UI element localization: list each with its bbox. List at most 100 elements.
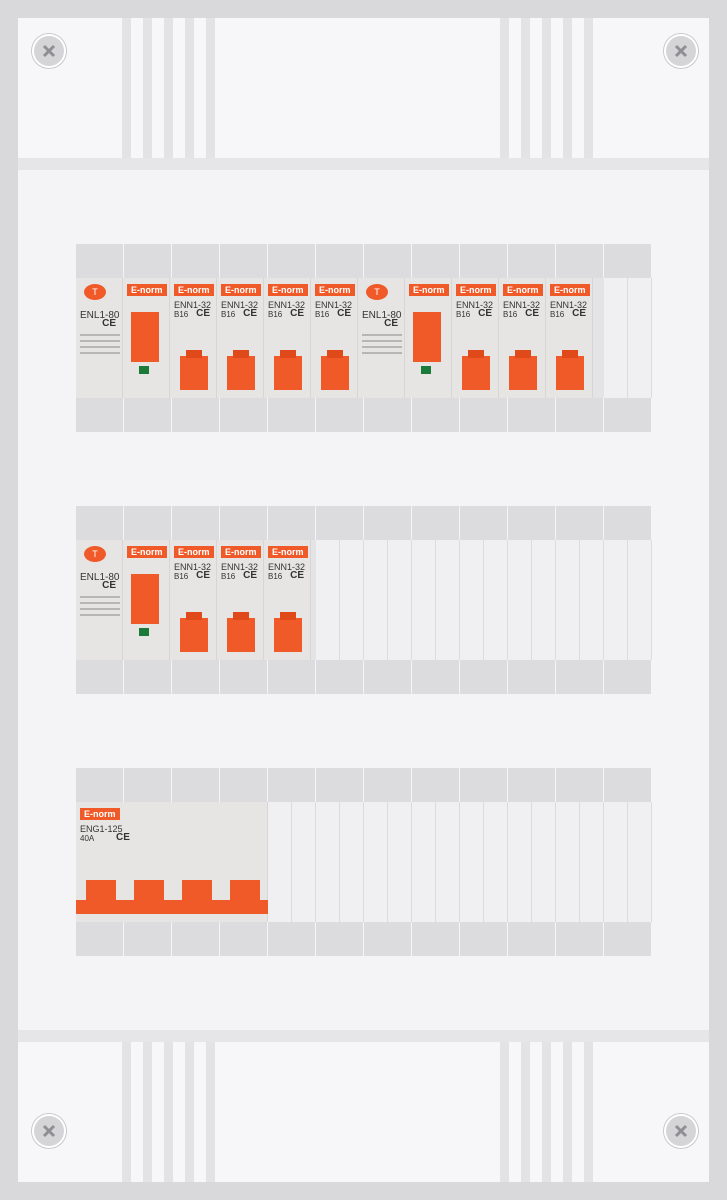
brand-label: E-norm (268, 546, 308, 558)
mcb-toggle[interactable] (227, 612, 255, 652)
mcb-toggle[interactable] (274, 350, 302, 390)
main-switch-toggle[interactable] (182, 880, 212, 904)
mcb-module[interactable]: E-norm ENN1-32 B16 CE (170, 540, 217, 660)
mcb-module[interactable]: E-norm ENN1-32 B16 CE (170, 278, 217, 398)
bottom-right-vent (500, 1042, 593, 1182)
rail-top (76, 768, 652, 802)
rcd-module[interactable]: T ENL1-80 CE (76, 278, 123, 398)
rcd-model: ENL1-80 (80, 310, 120, 321)
mcb-model: ENN1-32 (268, 562, 306, 572)
blank-covers (268, 802, 652, 922)
brand-label: E-norm (127, 546, 167, 558)
main-switch-bar[interactable] (76, 900, 268, 914)
main-switch[interactable]: E-norm ENG1-125 40A CE (76, 802, 268, 922)
ce-mark: CE (384, 318, 398, 329)
mcb-module[interactable]: E-norm ENN1-32 B16 CE (217, 278, 264, 398)
brand-label: E-norm (503, 284, 543, 296)
ce-mark: CE (196, 570, 210, 581)
mcb-toggle[interactable] (274, 612, 302, 652)
ce-mark: CE (102, 318, 116, 329)
mcb-model: ENN1-32 (315, 300, 353, 310)
ce-mark: CE (290, 570, 304, 581)
main-switch-toggle[interactable] (86, 880, 116, 904)
mcb-model: ENN1-32 (503, 300, 541, 310)
mcb-toggle[interactable] (462, 350, 490, 390)
top-strip (18, 18, 709, 170)
brand-label: E-norm (221, 546, 261, 558)
screw-icon (664, 34, 698, 68)
mcb-toggle[interactable] (509, 350, 537, 390)
ce-mark: CE (243, 570, 257, 581)
mcb-toggle[interactable] (180, 612, 208, 652)
ce-mark: CE (243, 308, 257, 319)
mcb-rating: B16 (221, 310, 236, 319)
brand-label: E-norm (315, 284, 355, 296)
rcd-logo: T (84, 284, 106, 300)
modules: E-norm ENG1-125 40A CE (76, 802, 268, 922)
mcb-toggle[interactable] (321, 350, 349, 390)
breaker-row-1: T ENL1-80 CE E-norm E-norm ENN1-32 B16 C… (76, 244, 652, 432)
mcb-module[interactable]: E-norm ENN1-32 B16 CE (452, 278, 499, 398)
rcd-module[interactable]: T ENL1-80 CE (76, 540, 123, 660)
mcb-model: ENN1-32 (456, 300, 494, 310)
main-switch-toggle[interactable] (134, 880, 164, 904)
rail-bottom (76, 922, 652, 956)
rcd-model: ENL1-80 (362, 310, 402, 321)
rcd-handle[interactable] (131, 574, 159, 636)
mcb-rating: B16 (268, 310, 283, 319)
main-switch-model: ENG1-125 (80, 824, 123, 834)
modules: T ENL1-80 CE E-norm E-norm ENN1-32 B16 C… (76, 278, 593, 398)
mcb-rating: B16 (174, 572, 189, 581)
rcd-handle[interactable] (413, 312, 441, 374)
brand-label: E-norm (221, 284, 261, 296)
rcd-switch[interactable]: E-norm (123, 278, 170, 398)
rcd-module[interactable]: T ENL1-80 CE (358, 278, 405, 398)
mcb-toggle[interactable] (180, 350, 208, 390)
mcb-toggle[interactable] (227, 350, 255, 390)
brand-label: E-norm (268, 284, 308, 296)
mcb-model: ENN1-32 (174, 300, 212, 310)
bottom-strip (18, 1030, 709, 1182)
ce-mark: CE (116, 832, 130, 843)
mcb-module[interactable]: E-norm ENN1-32 B16 CE (311, 278, 358, 398)
ce-mark: CE (290, 308, 304, 319)
rcd-switch[interactable]: E-norm (405, 278, 452, 398)
main-switch-toggle[interactable] (230, 880, 260, 904)
ce-mark: CE (102, 580, 116, 591)
rcd-logo: T (84, 546, 106, 562)
brand-label: E-norm (174, 284, 214, 296)
rcd-model: ENL1-80 (80, 572, 120, 583)
mcb-rating: B16 (456, 310, 471, 319)
rcd-handle[interactable] (131, 312, 159, 374)
main-switch-rating: 40A (80, 834, 95, 843)
mcb-module[interactable]: E-norm ENN1-32 B16 CE (264, 540, 311, 660)
rail-top (76, 244, 652, 278)
mcb-rating: B16 (550, 310, 565, 319)
rcd-logo: T (366, 284, 388, 300)
mcb-module[interactable]: E-norm ENN1-32 B16 CE (546, 278, 593, 398)
rcd-switch[interactable]: E-norm (123, 540, 170, 660)
screw-icon (664, 1114, 698, 1148)
rail-top (76, 506, 652, 540)
mcb-model: ENN1-32 (174, 562, 212, 572)
bottom-left-vent (122, 1042, 215, 1182)
mcb-toggle[interactable] (556, 350, 584, 390)
rail-bottom (76, 660, 652, 694)
mcb-module[interactable]: E-norm ENN1-32 B16 CE (217, 540, 264, 660)
top-left-vent (122, 18, 215, 158)
modules: T ENL1-80 CE E-norm E-norm ENN1-32 B16 C… (76, 540, 311, 660)
brand-label: E-norm (80, 808, 120, 820)
mcb-model: ENN1-32 (221, 562, 259, 572)
screw-icon (32, 34, 66, 68)
mcb-model: ENN1-32 (268, 300, 306, 310)
rail-bottom (76, 398, 652, 432)
ce-mark: CE (337, 308, 351, 319)
top-right-vent (500, 18, 593, 158)
mcb-module[interactable]: E-norm ENN1-32 B16 CE (499, 278, 546, 398)
ce-mark: CE (196, 308, 210, 319)
mcb-module[interactable]: E-norm ENN1-32 B16 CE (264, 278, 311, 398)
mcb-rating: B16 (315, 310, 330, 319)
ce-mark: CE (478, 308, 492, 319)
mcb-rating: B16 (174, 310, 189, 319)
